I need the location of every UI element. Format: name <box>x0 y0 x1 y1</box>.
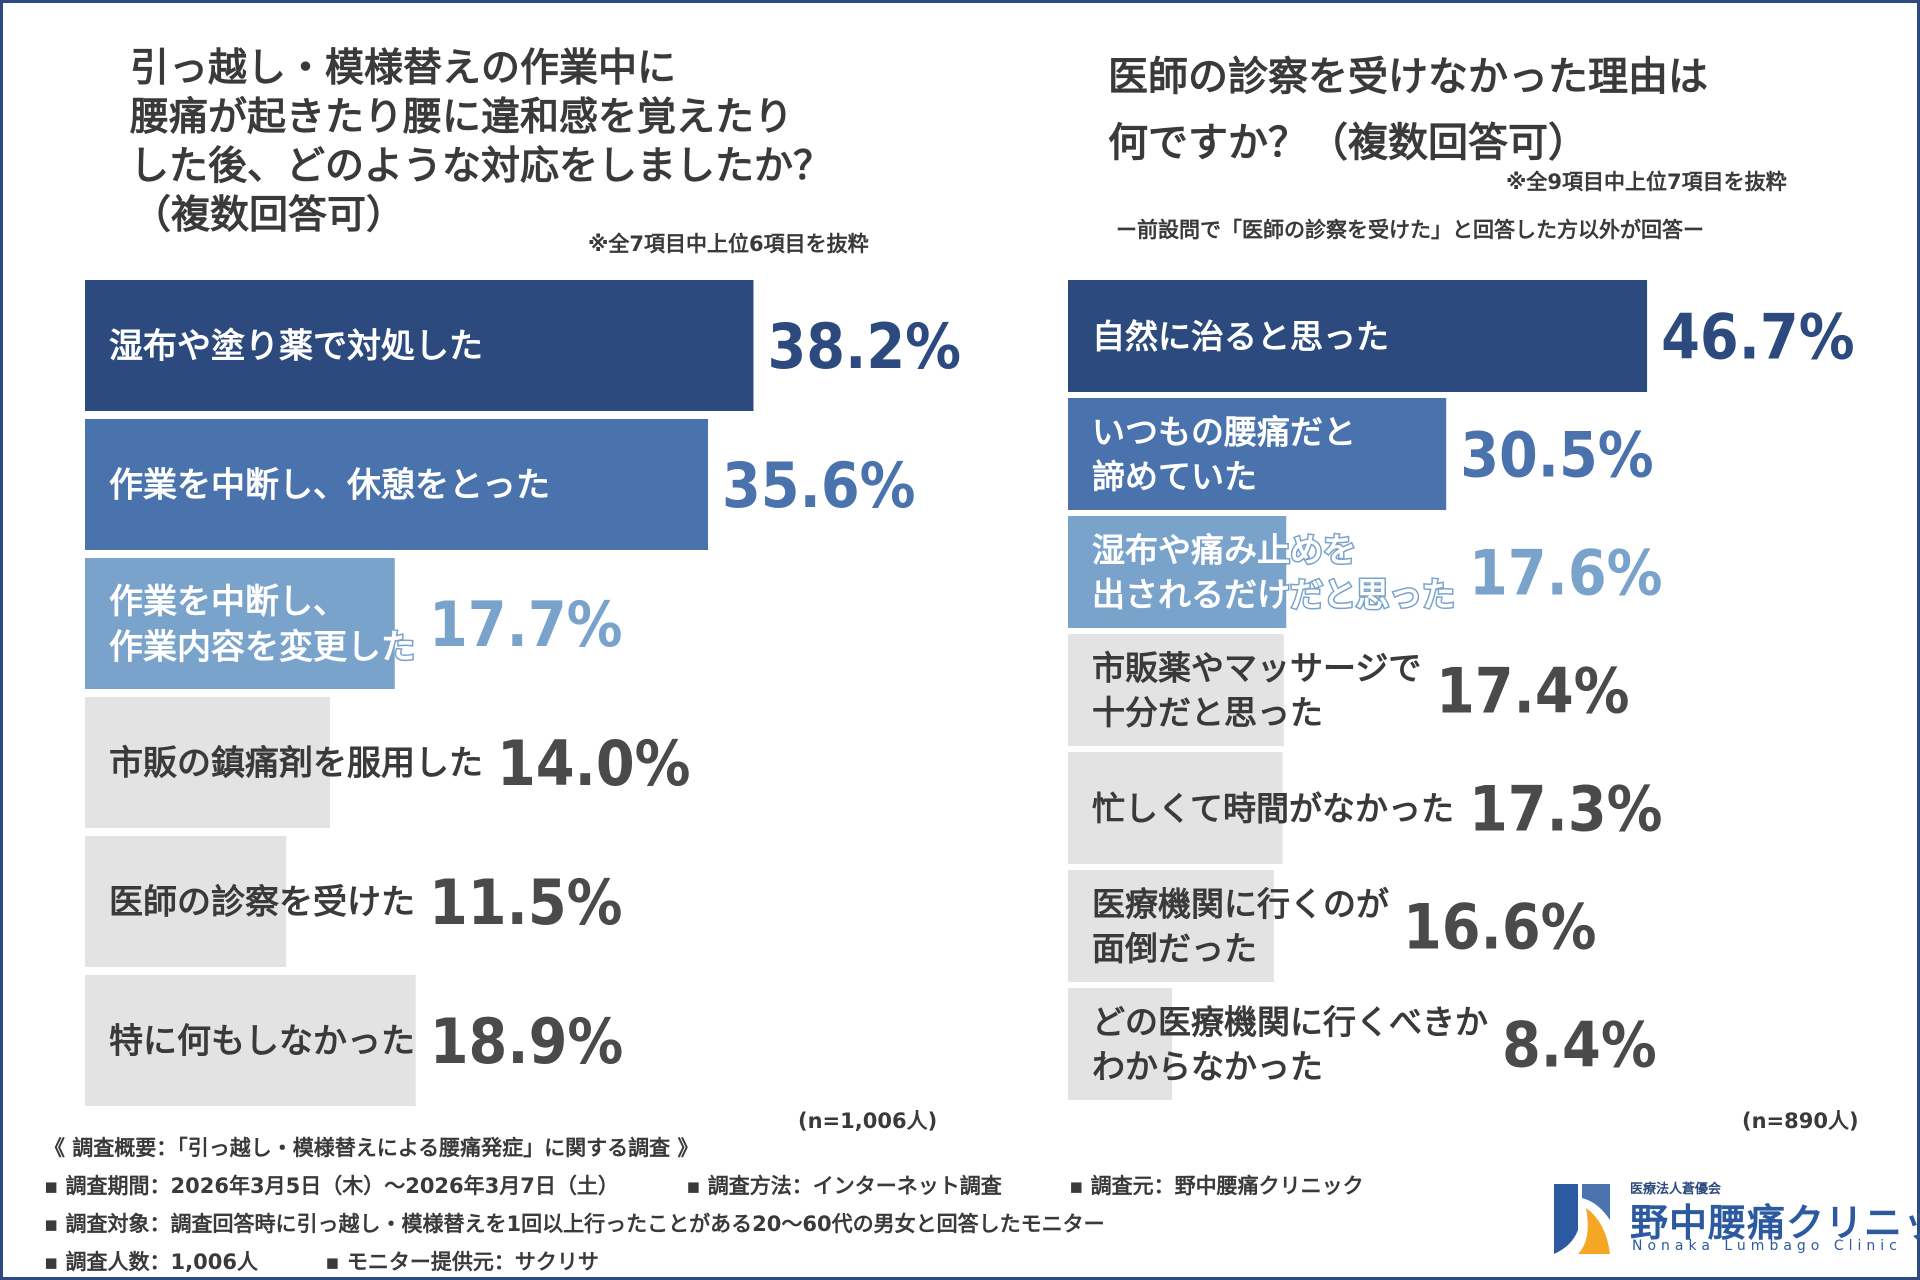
right-note: ※全9項目中上位7項目を抜粋 <box>1506 170 1787 194</box>
clinic-logo-icon <box>1554 1184 1610 1254</box>
left-bar-label-1: 作業を中断し、休憩をとった <box>109 466 550 506</box>
left-bar-label-2: 作業を中断し、作業内容を変更した <box>109 582 415 668</box>
right-bar-value-1: 30.5% <box>1460 418 1654 491</box>
right-bar-5 <box>1068 870 1274 982</box>
left-note: ※全7項目中上位6項目を抜粋 <box>588 232 869 256</box>
right-bar-6 <box>1068 988 1173 1100</box>
right-bar-0 <box>1068 280 1648 392</box>
left-sample-size: (n=1,006人) <box>798 1109 938 1133</box>
right-bar-2 <box>1068 516 1287 628</box>
survey-source: ▪ 調査元：野中腰痛クリニック <box>1069 1174 1364 1198</box>
left-bar-value-4: 11.5% <box>429 866 623 939</box>
survey-row-1: ▪ 調査期間：2026年3月5日（木）〜2026年3月7日（土） ▪ 調査方法：… <box>44 1170 1424 1200</box>
right-bar-value-5: 16.6% <box>1403 890 1597 963</box>
survey-period: ▪ 調査期間：2026年3月5日（木）〜2026年3月7日（土） <box>44 1174 619 1198</box>
right-bar-label-5: 医療機関に行くのが面倒だった <box>1092 885 1389 969</box>
left-bar-value-5: 18.9% <box>430 1005 624 1078</box>
left-bar-label-5: 特に何もしなかった <box>109 1022 415 1062</box>
right-bar-1 <box>1068 398 1447 510</box>
right-title-line-2: 何ですか？（複数回答可） <box>1108 120 1588 166</box>
left-chart-title: 引っ越し・模様替えの作業中に 腰痛が起きたり腰に違和感を覚えたり した後、どのよ… <box>130 44 832 240</box>
left-bar-label-3: 市販の鎮痛剤を服用した <box>109 744 483 784</box>
right-bar-label-2: 湿布や痛み止めを出されるだけだと思った <box>1092 531 1455 615</box>
left-title-line-3: した後、どのような対応をしましたか？ <box>130 144 833 189</box>
left-bar-3 <box>85 697 330 828</box>
left-title-line-1: 引っ越し・模様替えの作業中に <box>130 46 677 91</box>
right-bar-value-4: 17.3% <box>1469 772 1663 845</box>
left-bar-4 <box>85 836 287 967</box>
left-bar-0 <box>85 280 754 411</box>
right-bar-label-4: 忙しくて時間がなかった <box>1092 789 1454 828</box>
survey-count: ▪ 調査人数：1,006人 <box>44 1250 258 1274</box>
right-subnote: ー前設問で「医師の診察を受けた」と回答した方以外が回答ー <box>1116 218 1704 242</box>
left-bar-label-4: 医師の診察を受けた <box>109 883 415 923</box>
left-bar-value-2: 17.7% <box>429 588 623 661</box>
survey-target: ▪ 調査対象：調査回答時に引っ越し・模様替えを1回以上行ったことがある20〜60… <box>44 1212 1105 1236</box>
left-title-line-2: 腰痛が起きたり腰に違和感を覚えたり <box>130 95 794 140</box>
right-bar-label-1: いつもの腰痛だと諦めていた <box>1092 413 1356 497</box>
left-bar-1 <box>85 419 708 550</box>
clinic-logo-name: 野中腰痛クリニック <box>1630 1201 1920 1245</box>
survey-provider: ▪ モニター提供元：サクリサ <box>325 1250 599 1274</box>
right-bar-value-3: 17.4% <box>1436 654 1630 727</box>
right-bar-3 <box>1068 634 1284 746</box>
survey-method: ▪ 調査方法：インターネット調査 <box>686 1174 1002 1198</box>
left-title-line-4: （複数回答可） <box>132 193 406 238</box>
right-sample-size: (n=890人) <box>1742 1109 1859 1133</box>
right-bar-label-0: 自然に治ると思った <box>1092 317 1389 356</box>
left-bar-2 <box>85 558 395 689</box>
clinic-logo-org: 医療法人蒼優会 <box>1630 1182 1722 1197</box>
left-bar-5 <box>85 975 416 1106</box>
left-bar-value-1: 35.6% <box>722 449 916 522</box>
left-bar-value-0: 38.2% <box>768 310 962 383</box>
survey-overview: 《 調査概要：「引っ越し・模様替えによる腰痛発症」に関する調査 》 <box>44 1136 699 1160</box>
right-title-line-1: 医師の診察を受けなかった理由は <box>1108 54 1708 100</box>
right-chart-title: 医師の診察を受けなかった理由は 何ですか？（複数回答可） <box>1108 44 1708 176</box>
right-bar-label-6: どの医療機関に行くべきかわからなかった <box>1092 1003 1488 1087</box>
right-bar-value-2: 17.6% <box>1469 536 1663 609</box>
left-bar-value-3: 14.0% <box>497 727 691 800</box>
clinic-logo: 医療法人蒼優会 野中腰痛クリニック Nonaka Lumbago Clinic <box>1548 1178 1920 1258</box>
right-bar-value-0: 46.7% <box>1661 300 1855 373</box>
right-bar-value-6: 8.4% <box>1502 1008 1657 1081</box>
survey-row-3: ▪ 調査人数：1,006人 ▪ モニター提供元：サクリサ <box>44 1246 659 1276</box>
left-bar-label-0: 湿布や塗り薬で対処した <box>109 327 483 367</box>
clinic-logo-en: Nonaka Lumbago Clinic <box>1632 1238 1902 1254</box>
right-bar-4 <box>1068 752 1283 864</box>
right-bar-label-3: 市販薬やマッサージで十分だと思った <box>1092 649 1421 733</box>
